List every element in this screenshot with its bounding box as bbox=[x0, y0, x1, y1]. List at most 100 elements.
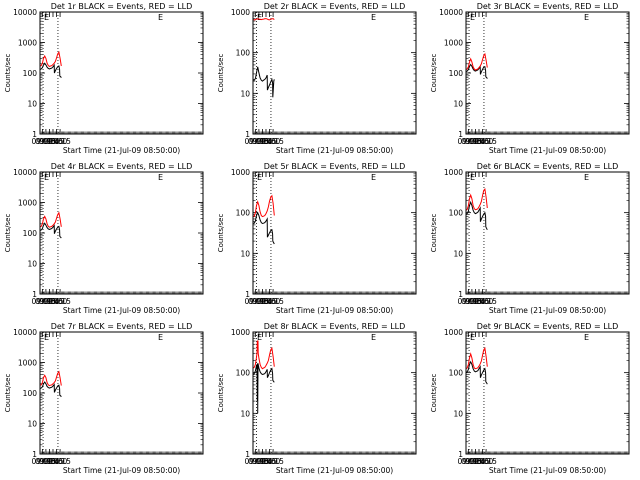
x-tick-label: 10:00 bbox=[259, 297, 281, 306]
e-marker-label: E bbox=[584, 13, 589, 22]
y-tick-label: 1 bbox=[245, 130, 250, 139]
x-tick-label: 09:30 bbox=[39, 297, 61, 306]
x-tick-label: 09:00 bbox=[32, 297, 54, 306]
y-tick-label: 10 bbox=[27, 260, 37, 269]
e-marker-label: E bbox=[371, 13, 376, 22]
series-line-events bbox=[465, 63, 488, 79]
x-tick-label: 10:00 bbox=[259, 137, 281, 146]
y-axis-label: Counts/sec bbox=[4, 374, 12, 413]
x-tick-label: 09:15 bbox=[461, 137, 483, 146]
y-tick-label: 1000 bbox=[18, 39, 37, 48]
x-tick-label: 10:15 bbox=[49, 137, 71, 146]
chart-title: Det 1r BLACK = Events, RED = LLD bbox=[51, 2, 193, 11]
y-tick-label: 1 bbox=[458, 290, 463, 299]
x-tick-label: 10:00 bbox=[46, 137, 68, 146]
y-tick-label: 100 bbox=[449, 69, 464, 78]
x-tick-label: 09:00 bbox=[458, 297, 480, 306]
y-axis-label: Counts/sec bbox=[430, 214, 438, 253]
x-tick-label: 09:30 bbox=[252, 297, 274, 306]
x-tick-label: 09:45 bbox=[468, 457, 490, 466]
y-tick-label: 1 bbox=[458, 450, 463, 459]
y-tick-label: 100 bbox=[236, 49, 251, 58]
e-marker-label: E bbox=[371, 173, 376, 182]
series-line-lld bbox=[465, 52, 488, 71]
x-tick-label: 10:15 bbox=[475, 457, 497, 466]
x-tick-label: 09:00 bbox=[458, 457, 480, 466]
x-tick-label: 10:15 bbox=[475, 297, 497, 306]
y-axis-label: Counts/sec bbox=[217, 214, 225, 253]
y-tick-label: 100 bbox=[23, 229, 38, 238]
y-tick-label: 10 bbox=[27, 420, 37, 429]
x-tick-label: 09:00 bbox=[245, 457, 267, 466]
y-tick-label: 10 bbox=[27, 100, 37, 109]
e-marker-label: E bbox=[584, 173, 589, 182]
x-tick-label: 10:15 bbox=[262, 137, 284, 146]
series-line-events bbox=[465, 360, 488, 385]
y-tick-label: 1 bbox=[32, 450, 37, 459]
y-tick-label: 100 bbox=[23, 389, 38, 398]
x-tick-label: 09:30 bbox=[39, 457, 61, 466]
y-tick-label: 1000 bbox=[444, 39, 463, 48]
y-tick-label: 10 bbox=[240, 89, 250, 98]
y-tick-label: 10 bbox=[240, 249, 250, 258]
y-tick-label: 10000 bbox=[13, 8, 37, 17]
x-tick-label: 09:00 bbox=[32, 137, 54, 146]
x-tick-label: 09:30 bbox=[252, 137, 274, 146]
x-tick-label: 09:00 bbox=[245, 137, 267, 146]
series-line-lld bbox=[465, 346, 488, 370]
chart-title: Det 3r BLACK = Events, RED = LLD bbox=[477, 2, 619, 11]
y-tick-label: 10 bbox=[453, 249, 463, 258]
x-axis-label: Start Time (21-Jul-09 08:50:00) bbox=[489, 146, 606, 155]
x-tick-label: 09:30 bbox=[465, 457, 487, 466]
chart-title: Det 5r BLACK = Events, RED = LLD bbox=[264, 162, 406, 171]
x-axis-label: Start Time (21-Jul-09 08:50:00) bbox=[276, 146, 393, 155]
series-line-events bbox=[39, 222, 62, 239]
x-tick-label: 09:45 bbox=[255, 297, 277, 306]
series-line-lld bbox=[252, 340, 275, 370]
y-tick-label: 10000 bbox=[13, 168, 37, 177]
series-line-events bbox=[465, 200, 488, 231]
y-tick-label: 1000 bbox=[231, 8, 250, 17]
x-tick-label: 09:45 bbox=[255, 137, 277, 146]
x-axis-label: Start Time (21-Jul-09 08:50:00) bbox=[63, 466, 180, 475]
x-tick-label: 10:15 bbox=[475, 137, 497, 146]
x-tick-label: 09:30 bbox=[465, 137, 487, 146]
plot-frame bbox=[465, 331, 630, 455]
x-tick-label: 10:00 bbox=[46, 457, 68, 466]
y-tick-label: 1000 bbox=[444, 168, 463, 177]
x-tick-label: 09:45 bbox=[42, 297, 64, 306]
plot-frame bbox=[465, 11, 630, 135]
series-line-lld bbox=[39, 370, 62, 387]
e-marker-label: E bbox=[158, 173, 163, 182]
x-tick-label: 10:00 bbox=[46, 297, 68, 306]
y-axis-label: Counts/sec bbox=[430, 374, 438, 413]
y-tick-label: 1000 bbox=[18, 199, 37, 208]
x-tick-label: 09:45 bbox=[42, 137, 64, 146]
x-tick-label: 09:30 bbox=[252, 457, 274, 466]
chart-title: Det 9r BLACK = Events, RED = LLD bbox=[477, 322, 619, 331]
y-tick-label: 10000 bbox=[439, 8, 463, 17]
y-tick-label: 10000 bbox=[13, 328, 37, 337]
x-tick-label: 09:15 bbox=[35, 457, 57, 466]
y-tick-label: 1 bbox=[245, 450, 250, 459]
x-tick-label: 09:00 bbox=[32, 457, 54, 466]
y-axis-label: Counts/sec bbox=[4, 214, 12, 253]
x-axis-label: Start Time (21-Jul-09 08:50:00) bbox=[63, 146, 180, 155]
plot-frame bbox=[252, 171, 417, 295]
y-tick-label: 100 bbox=[236, 209, 251, 218]
y-tick-label: 10 bbox=[453, 409, 463, 418]
series-line-lld bbox=[39, 50, 62, 67]
y-tick-label: 100 bbox=[449, 369, 464, 378]
y-tick-label: 10 bbox=[240, 409, 250, 418]
y-tick-label: 1000 bbox=[18, 359, 37, 368]
e-marker-label: E bbox=[470, 173, 475, 182]
y-tick-label: 100 bbox=[236, 369, 251, 378]
chart-title: Det 7r BLACK = Events, RED = LLD bbox=[51, 322, 193, 331]
x-tick-label: 09:30 bbox=[39, 137, 61, 146]
